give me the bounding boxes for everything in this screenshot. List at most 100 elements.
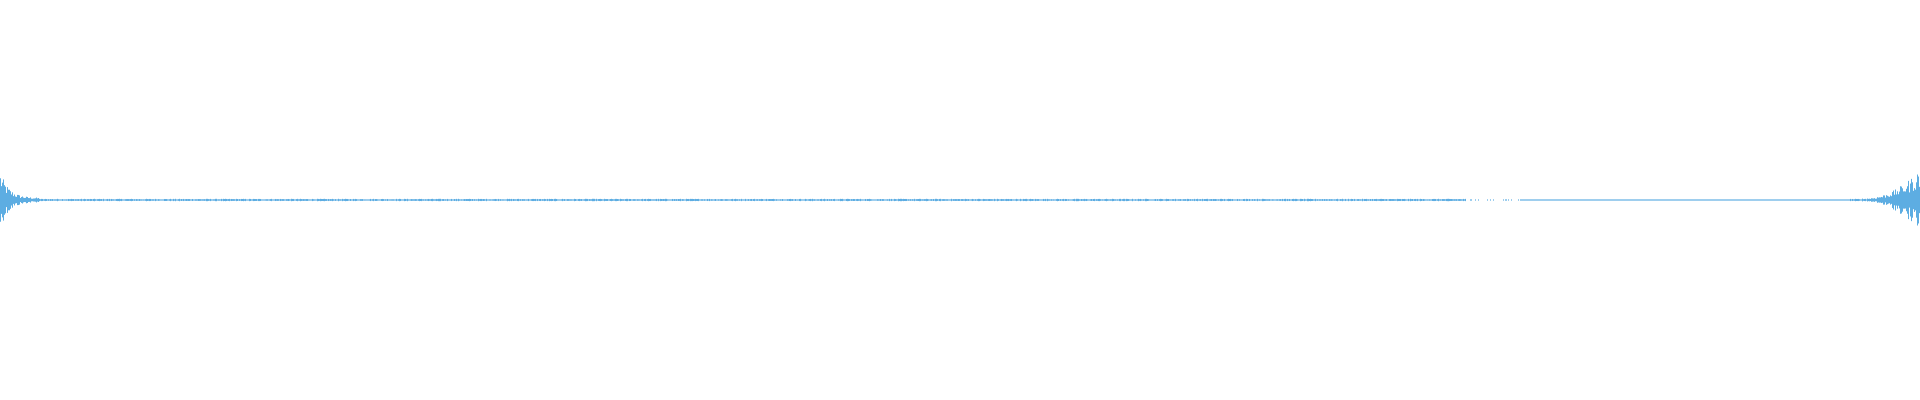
waveform-bar bbox=[589, 199, 590, 201]
waveform-bar bbox=[1234, 199, 1235, 201]
waveform-bar bbox=[51, 199, 52, 201]
waveform-bar bbox=[902, 199, 903, 201]
waveform-bar bbox=[73, 199, 74, 201]
waveform-bar bbox=[1111, 199, 1112, 201]
waveform-bar bbox=[169, 199, 170, 201]
waveform-bar bbox=[934, 199, 935, 201]
waveform-bar bbox=[217, 199, 218, 201]
waveform-bar bbox=[1293, 198, 1294, 202]
waveform-bar bbox=[370, 198, 371, 202]
waveform-bar bbox=[181, 199, 182, 201]
waveform-bar bbox=[1283, 199, 1284, 201]
waveform-bar bbox=[1402, 198, 1403, 202]
waveform-bar bbox=[237, 198, 238, 202]
waveform-bar bbox=[1342, 198, 1343, 202]
waveform-bar bbox=[227, 199, 228, 201]
waveform-bar bbox=[1399, 198, 1400, 202]
waveform-bar bbox=[47, 199, 48, 201]
waveform-bar bbox=[527, 199, 528, 201]
waveform-bar bbox=[385, 199, 386, 201]
waveform-bar bbox=[1363, 199, 1364, 201]
waveform-bar bbox=[791, 199, 792, 201]
waveform-bar bbox=[369, 199, 370, 201]
waveform-bar bbox=[1010, 199, 1011, 201]
waveform-bar bbox=[723, 199, 724, 201]
waveform-bar bbox=[91, 199, 92, 201]
waveform-bar bbox=[1254, 199, 1255, 201]
waveform-bar bbox=[1155, 198, 1156, 202]
waveform-bar bbox=[1230, 198, 1231, 202]
waveform-bar bbox=[780, 199, 781, 201]
waveform-bar bbox=[170, 198, 171, 202]
waveform-bar bbox=[954, 199, 955, 201]
waveform-bar bbox=[1915, 189, 1916, 211]
waveform-bar bbox=[1900, 186, 1901, 214]
waveform-bar bbox=[835, 199, 836, 201]
waveform-bar bbox=[335, 199, 336, 201]
waveform-bar bbox=[1241, 199, 1242, 201]
waveform-bar bbox=[429, 199, 430, 201]
waveform-bar bbox=[930, 199, 931, 201]
waveform-bar bbox=[1232, 198, 1233, 202]
waveform-bar bbox=[674, 199, 675, 201]
waveform-bar bbox=[1246, 198, 1247, 202]
waveform-bar bbox=[1062, 199, 1063, 201]
waveform-bar bbox=[1471, 199, 1472, 201]
waveform-bar bbox=[510, 199, 511, 201]
waveform-bar bbox=[526, 199, 527, 201]
waveform-bar bbox=[1158, 199, 1159, 201]
waveform-bar bbox=[439, 198, 440, 202]
waveform-bar bbox=[1202, 198, 1203, 202]
waveform-bar bbox=[1913, 190, 1914, 210]
waveform-bar bbox=[263, 199, 264, 201]
waveform-bar bbox=[256, 199, 257, 201]
waveform-bar bbox=[1493, 199, 1494, 201]
waveform-bar bbox=[844, 199, 845, 201]
waveform-bar bbox=[863, 199, 864, 201]
waveform-bar bbox=[1168, 198, 1169, 202]
waveform-bar bbox=[1442, 199, 1443, 201]
waveform-bar bbox=[1108, 199, 1109, 201]
waveform-bar bbox=[508, 199, 509, 201]
waveform-bar bbox=[910, 199, 911, 201]
waveform-bar bbox=[261, 199, 262, 201]
waveform-bar bbox=[404, 198, 405, 202]
waveform-bar bbox=[1464, 199, 1465, 201]
waveform-bar bbox=[1364, 198, 1365, 202]
waveform-bar bbox=[1323, 199, 1324, 201]
waveform-bar bbox=[1003, 199, 1004, 201]
waveform-bar bbox=[1852, 198, 1853, 202]
waveform-bar bbox=[1384, 199, 1385, 201]
waveform-bar bbox=[881, 199, 882, 201]
waveform-bar bbox=[138, 199, 139, 201]
waveform-bar bbox=[1892, 192, 1893, 208]
waveform-bar bbox=[409, 199, 410, 201]
waveform-bar bbox=[819, 199, 820, 201]
waveform-bar bbox=[960, 199, 961, 201]
waveform-bar bbox=[909, 199, 910, 201]
waveform-bar bbox=[287, 199, 288, 201]
waveform-bar bbox=[119, 198, 120, 202]
waveform-bar bbox=[618, 199, 619, 201]
waveform-bar bbox=[1167, 199, 1168, 201]
waveform-bar bbox=[767, 199, 768, 201]
waveform-bar bbox=[459, 199, 460, 201]
waveform-bar bbox=[950, 199, 951, 201]
waveform-bar bbox=[474, 199, 475, 201]
waveform-bar bbox=[1096, 199, 1097, 201]
waveform-bar bbox=[1349, 199, 1350, 201]
waveform-bar bbox=[520, 199, 521, 201]
waveform-bar bbox=[209, 199, 210, 201]
waveform-bar bbox=[478, 198, 479, 202]
waveform-bar bbox=[932, 199, 933, 201]
waveform-bar bbox=[235, 199, 236, 201]
waveform-bar bbox=[437, 199, 438, 201]
waveform-bar bbox=[529, 199, 530, 201]
waveform-bar bbox=[838, 199, 839, 201]
waveform-bar bbox=[1348, 198, 1349, 202]
waveform-bar bbox=[1423, 198, 1424, 202]
waveform-bar bbox=[1889, 196, 1890, 204]
waveform-bar bbox=[1125, 199, 1126, 201]
waveform-bar bbox=[387, 198, 388, 202]
